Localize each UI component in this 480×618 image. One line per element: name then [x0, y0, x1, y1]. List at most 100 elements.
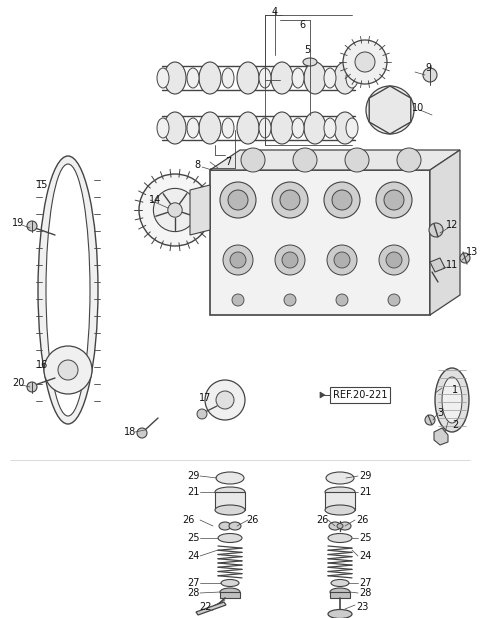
Text: 3: 3 [437, 408, 443, 418]
Text: 7: 7 [225, 157, 231, 167]
Text: 25: 25 [187, 533, 199, 543]
Text: 24: 24 [359, 551, 371, 561]
Bar [325, 492, 355, 510]
Circle shape [220, 182, 256, 218]
Ellipse shape [220, 588, 240, 596]
Text: 29: 29 [359, 471, 371, 481]
Circle shape [168, 203, 182, 217]
Ellipse shape [199, 112, 221, 144]
Circle shape [343, 40, 387, 84]
Ellipse shape [237, 62, 259, 94]
Text: 16: 16 [36, 360, 48, 370]
Text: 19: 19 [12, 218, 24, 228]
Ellipse shape [328, 609, 352, 618]
Circle shape [27, 221, 37, 231]
Ellipse shape [330, 588, 350, 596]
Circle shape [197, 409, 207, 419]
Text: 26: 26 [246, 515, 258, 525]
Circle shape [223, 245, 253, 275]
Circle shape [376, 182, 412, 218]
Text: 23: 23 [356, 602, 368, 612]
Ellipse shape [199, 62, 221, 94]
Bar [210, 170, 430, 315]
Ellipse shape [329, 522, 341, 530]
Circle shape [397, 148, 421, 172]
Circle shape [282, 252, 298, 268]
Text: 26: 26 [356, 515, 368, 525]
Ellipse shape [325, 487, 355, 497]
Text: 6: 6 [299, 20, 305, 30]
Polygon shape [320, 392, 325, 398]
Ellipse shape [222, 68, 234, 88]
Circle shape [384, 190, 404, 210]
Ellipse shape [337, 523, 343, 528]
Bar [215, 492, 245, 510]
Text: 25: 25 [359, 533, 371, 543]
Ellipse shape [292, 68, 304, 88]
Ellipse shape [435, 368, 469, 432]
Text: 26: 26 [182, 515, 194, 525]
Text: 8: 8 [194, 160, 200, 170]
Circle shape [139, 174, 211, 246]
Text: 22: 22 [199, 602, 211, 612]
Bar [220, 592, 240, 598]
Ellipse shape [326, 472, 354, 484]
Circle shape [379, 245, 409, 275]
Circle shape [205, 380, 245, 420]
Ellipse shape [324, 118, 336, 138]
Text: 27: 27 [187, 578, 199, 588]
Bar [330, 592, 350, 598]
Ellipse shape [271, 112, 293, 144]
Text: 5: 5 [304, 45, 310, 55]
Circle shape [280, 190, 300, 210]
Ellipse shape [164, 112, 186, 144]
Ellipse shape [334, 62, 356, 94]
Circle shape [154, 188, 197, 232]
Circle shape [334, 252, 350, 268]
Text: 20: 20 [12, 378, 24, 388]
Ellipse shape [331, 580, 349, 586]
Polygon shape [369, 86, 411, 134]
Ellipse shape [215, 505, 245, 515]
Text: 15: 15 [36, 180, 48, 190]
Ellipse shape [218, 533, 242, 543]
Ellipse shape [442, 377, 462, 423]
Circle shape [232, 294, 244, 306]
Circle shape [345, 148, 369, 172]
Circle shape [327, 245, 357, 275]
Ellipse shape [164, 62, 186, 94]
Circle shape [388, 294, 400, 306]
Circle shape [293, 148, 317, 172]
Ellipse shape [222, 118, 234, 138]
Text: 14: 14 [149, 195, 161, 205]
Ellipse shape [215, 487, 245, 497]
Circle shape [44, 346, 92, 394]
Circle shape [429, 223, 443, 237]
Circle shape [272, 182, 308, 218]
Ellipse shape [328, 533, 352, 543]
Ellipse shape [221, 580, 239, 586]
Circle shape [230, 252, 246, 268]
Ellipse shape [187, 118, 199, 138]
Ellipse shape [219, 522, 231, 530]
Text: 28: 28 [187, 588, 199, 598]
Text: 24: 24 [187, 551, 199, 561]
Circle shape [27, 382, 37, 392]
Text: 4: 4 [272, 7, 278, 17]
Text: REF.20-221: REF.20-221 [333, 390, 387, 400]
Ellipse shape [304, 112, 326, 144]
Polygon shape [434, 428, 448, 445]
Ellipse shape [237, 112, 259, 144]
Text: 9: 9 [425, 63, 431, 73]
Polygon shape [430, 258, 445, 272]
Text: 11: 11 [446, 260, 458, 270]
Ellipse shape [339, 522, 351, 530]
Ellipse shape [324, 68, 336, 88]
Ellipse shape [325, 505, 355, 515]
Text: 10: 10 [412, 103, 424, 113]
Text: 17: 17 [199, 393, 211, 403]
Circle shape [216, 391, 234, 409]
Ellipse shape [346, 118, 358, 138]
Ellipse shape [346, 68, 358, 88]
Circle shape [241, 148, 265, 172]
